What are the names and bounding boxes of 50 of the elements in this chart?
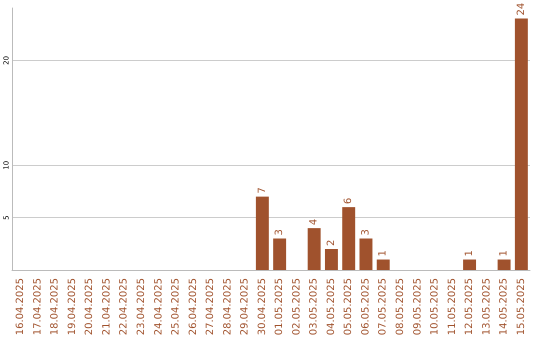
x-tick-label: 08.05.2025 bbox=[395, 278, 406, 336]
bar bbox=[342, 207, 356, 270]
x-tick-label: 03.05.2025 bbox=[308, 278, 320, 336]
bar bbox=[273, 238, 286, 270]
x-tick-label: 18.04.2025 bbox=[50, 278, 61, 336]
data-label: 1 bbox=[378, 250, 389, 257]
x-tick-label: 05.05.2025 bbox=[343, 278, 354, 336]
bar bbox=[308, 228, 321, 270]
x-tick-label: 21.04.2025 bbox=[101, 278, 112, 336]
data-label: 4 bbox=[308, 218, 320, 226]
x-tick-label: 02.05.2025 bbox=[291, 278, 302, 336]
x-tick-label: 28.04.2025 bbox=[222, 278, 234, 336]
x-tick-label: 11.05.2025 bbox=[446, 278, 458, 336]
x-tick-label: 19.04.2025 bbox=[66, 278, 78, 336]
x-tick-label: 26.04.2025 bbox=[188, 278, 199, 336]
bar bbox=[463, 260, 476, 270]
x-tick-label: 14.05.2025 bbox=[498, 278, 510, 336]
bar bbox=[376, 260, 390, 270]
bar bbox=[256, 196, 269, 270]
data-label: 24 bbox=[516, 2, 527, 16]
x-tick-label: 27.04.2025 bbox=[205, 278, 216, 336]
x-tick-label: 24.04.2025 bbox=[153, 278, 164, 336]
data-label: 1 bbox=[498, 250, 510, 257]
x-tick-label: 07.05.2025 bbox=[378, 278, 389, 336]
bar bbox=[514, 18, 528, 270]
x-tick-label: 29.04.2025 bbox=[240, 278, 251, 336]
x-tick-label: 09.05.2025 bbox=[412, 278, 424, 336]
bar bbox=[498, 260, 511, 270]
x-tick-label: 15.05.2025 bbox=[516, 278, 527, 336]
x-tick-label: 04.05.2025 bbox=[326, 278, 337, 336]
x-tick-label: 16.04.2025 bbox=[15, 278, 26, 336]
data-label: 3 bbox=[274, 229, 286, 236]
x-tick-label: 12.05.2025 bbox=[464, 278, 476, 336]
bar bbox=[359, 238, 372, 270]
data-label: 7 bbox=[256, 187, 268, 194]
x-tick-label: 20.04.2025 bbox=[84, 278, 96, 336]
x-tick-label: 01.05.2025 bbox=[274, 278, 286, 336]
x-tick-label: 25.04.2025 bbox=[170, 278, 182, 336]
data-label: 2 bbox=[326, 240, 337, 246]
x-tick-label: 22.04.2025 bbox=[118, 278, 130, 336]
data-label: 3 bbox=[360, 229, 372, 236]
x-tick-label: 17.04.2025 bbox=[32, 278, 44, 336]
bar bbox=[324, 249, 338, 270]
x-tick-label: 30.04.2025 bbox=[256, 278, 268, 336]
x-tick-label: 06.05.2025 bbox=[360, 278, 372, 336]
data-label: 1 bbox=[464, 250, 476, 257]
x-tick-label: 13.05.2025 bbox=[481, 278, 492, 336]
x-tick-label: 10.05.2025 bbox=[430, 278, 441, 336]
data-label: 6 bbox=[343, 198, 354, 204]
x-tick-label: 23.04.2025 bbox=[136, 278, 147, 336]
